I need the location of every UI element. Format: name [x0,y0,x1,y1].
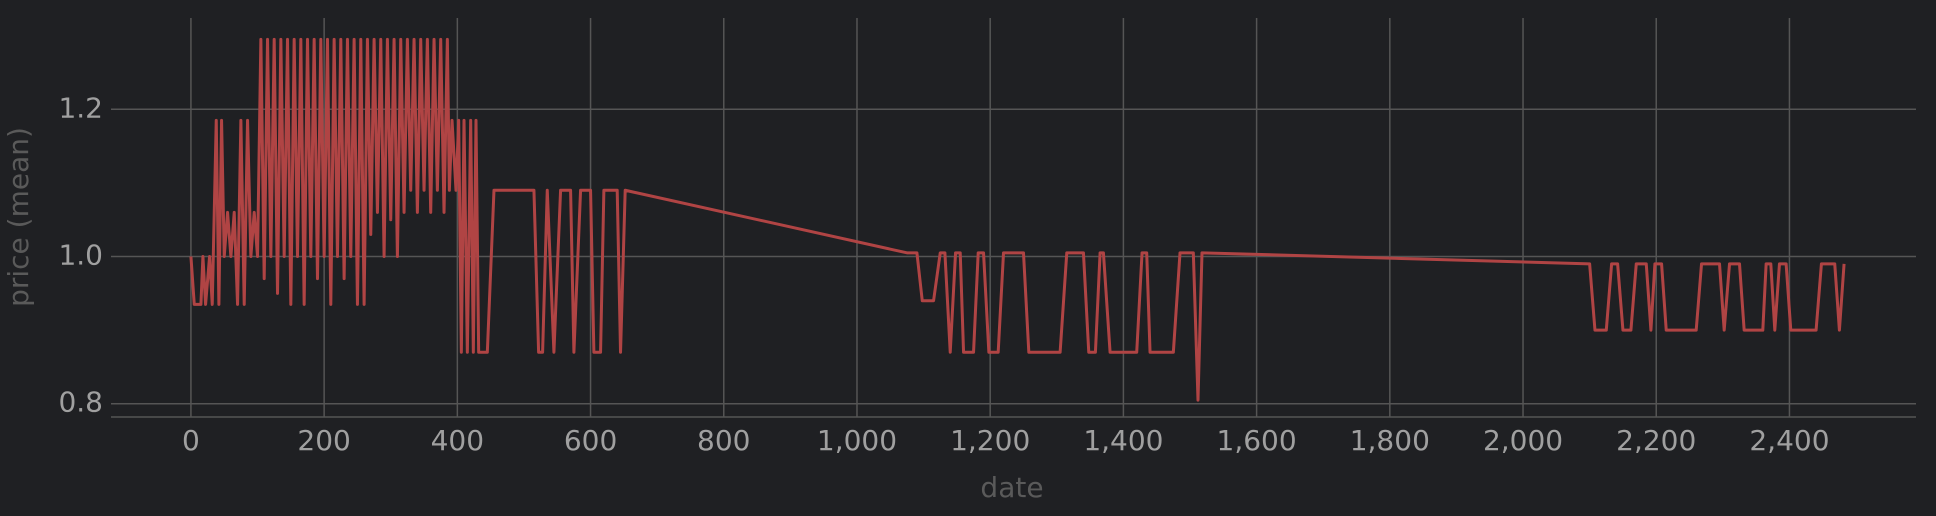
x-tick-label: 1,800 [1350,424,1430,457]
x-tick-label: 0 [182,424,200,457]
x-tick-label: 400 [431,424,484,457]
x-tick-label: 1,200 [950,424,1030,457]
x-tick-label: 1,600 [1217,424,1297,457]
x-tick-label: 2,000 [1483,424,1563,457]
data-line [189,37,1846,402]
x-tick-label: 2,200 [1616,424,1696,457]
x-tick-label: 800 [697,424,750,457]
y-tick-label: 0.8 [58,386,103,419]
x-tick-label: 2,400 [1749,424,1829,457]
x-tick-label: 600 [564,424,617,457]
x-tick-label: 1,000 [817,424,897,457]
y-axis-label: price (mean) [2,127,35,307]
x-axis-label: date [980,471,1043,504]
x-tick-label: 200 [297,424,350,457]
x-tick-label: 1,400 [1083,424,1163,457]
y-tick-label: 1.0 [58,239,103,272]
y-tick-label: 1.2 [58,91,103,124]
